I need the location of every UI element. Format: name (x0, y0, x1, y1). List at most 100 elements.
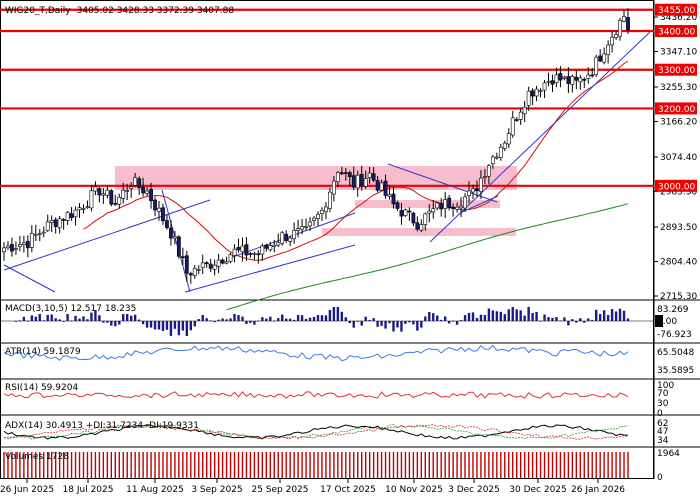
candle-body (395, 202, 400, 209)
adx-line (3, 424, 629, 440)
macd-bar (336, 307, 340, 321)
candle-body (248, 253, 253, 255)
macd-bar (277, 318, 280, 321)
rsi-tick-label: 0 (657, 409, 663, 419)
trendline (3, 199, 211, 271)
candle-body (284, 233, 289, 241)
zone-box (355, 200, 500, 208)
candle-body (109, 190, 114, 205)
macd-bar (428, 312, 431, 321)
candle-body (204, 262, 209, 264)
candle-body (232, 248, 237, 256)
macd-bar (396, 321, 399, 328)
candle-body (161, 207, 165, 222)
macd-bar (388, 321, 391, 324)
candle-body (387, 194, 392, 197)
candle-body (101, 193, 106, 196)
macd-bar (177, 321, 181, 336)
candle-body (165, 220, 169, 228)
candle-body (328, 191, 332, 209)
macd-bar (221, 318, 224, 321)
macd-bar (197, 319, 200, 321)
macd-bar (110, 321, 113, 326)
level-label-bg (655, 25, 697, 38)
macd-bar (622, 310, 626, 321)
price-tick-label: 2715.30 (660, 292, 697, 302)
horizontal-levels[interactable] (0, 8, 654, 187)
atr-tick-label: 35.5895 (657, 366, 694, 376)
macd-bar (432, 313, 435, 321)
macd-bar (495, 311, 499, 321)
candle-body (73, 209, 78, 218)
candle-body (10, 244, 14, 252)
macd-bar (288, 318, 292, 321)
candle-body (479, 177, 483, 192)
candle-body (33, 233, 38, 236)
macd-bar (153, 321, 157, 330)
macd-bar (459, 320, 463, 321)
macd-bar (241, 316, 244, 321)
macd-bar (316, 315, 320, 321)
atr-line (3, 344, 629, 362)
candle-body (530, 90, 535, 97)
macd-bar (479, 314, 483, 321)
candle-body (89, 190, 94, 209)
date-tick-label: 10 Nov 2025 (385, 485, 443, 495)
candle-body (6, 245, 10, 249)
macd-bar (157, 321, 161, 330)
level-label-bg (655, 179, 697, 192)
macd-bar (54, 318, 57, 321)
macd-bar (137, 319, 141, 321)
adx-panel (3, 424, 629, 440)
candle-body (610, 36, 615, 46)
rsi-tick-label: 30 (657, 399, 669, 409)
macd-bar (308, 317, 312, 321)
candle-body (383, 180, 388, 196)
macd-bar (281, 314, 284, 321)
candle-body (399, 210, 404, 217)
zone-box (322, 228, 516, 236)
macd-bar (372, 318, 375, 321)
chart-frame (0, 0, 654, 479)
trendline (461, 195, 499, 213)
price-axis: 3436.20 3347.10 3255.30 3166.20 3074.40 2985.… (654, 13, 697, 302)
candle-body (14, 248, 18, 250)
macd-title: MACD(3,10,5) 12.517 18.235 (5, 304, 136, 314)
rsi-panel (3, 391, 629, 399)
candle-body (208, 263, 213, 269)
candle-body (494, 156, 499, 159)
macd-bar (94, 310, 97, 321)
macd-bar (284, 318, 288, 321)
candle-body (264, 244, 269, 249)
macd-bar (46, 314, 49, 321)
macd-bar (161, 321, 165, 331)
candle-body (614, 34, 618, 39)
candle-body (153, 199, 157, 211)
candle-body (220, 259, 225, 264)
candle-body (498, 146, 503, 158)
candle-body (228, 254, 233, 262)
macd-bar (436, 315, 439, 321)
level-label: 3300.00 (658, 66, 695, 76)
candle-body (502, 142, 507, 149)
macd-bar (416, 321, 419, 331)
macd-bar (404, 321, 407, 324)
atr-panel (3, 344, 629, 362)
candle-body (65, 212, 70, 221)
date-tick-label: 18 Jul 2025 (63, 485, 114, 495)
candle-body (157, 207, 161, 212)
candle-body (415, 222, 420, 230)
macd-bar (14, 321, 18, 322)
price-tick-label: 3436.20 (660, 13, 697, 23)
macd-bar (491, 310, 495, 321)
macd-bar (173, 321, 177, 329)
candle-body (29, 233, 34, 248)
candle-body (363, 178, 368, 187)
macd-bar (606, 314, 610, 321)
date-tick-label: 30 Dec 2025 (509, 485, 567, 495)
candle-body (451, 206, 456, 210)
candle-body (224, 261, 229, 264)
candle-body (419, 224, 424, 231)
macd-bar (237, 315, 240, 321)
